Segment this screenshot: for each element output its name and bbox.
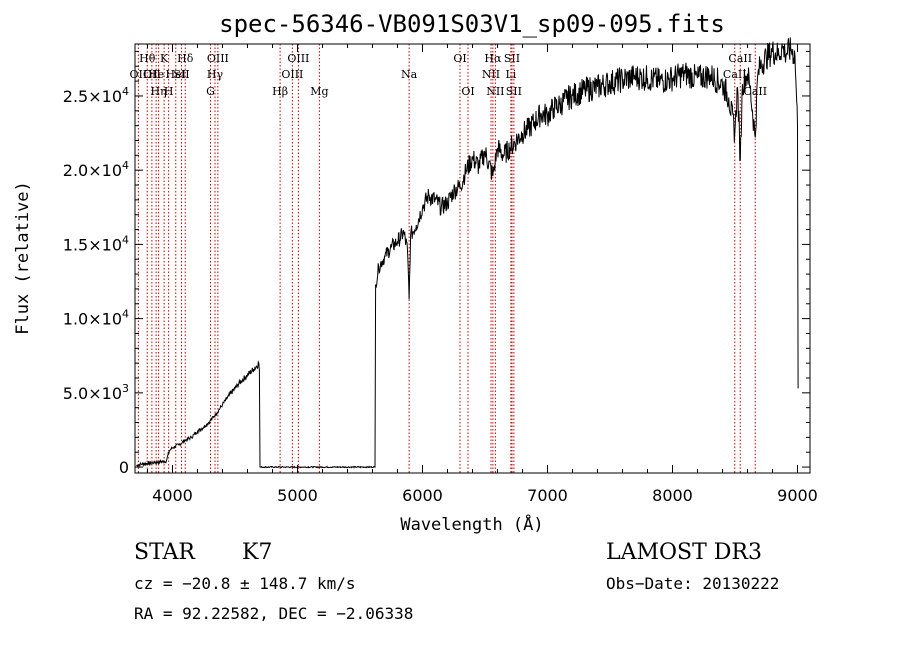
line-marker-label: OIII [207,52,229,65]
y-tick-label: 2.5×104 [63,85,129,106]
plot-frame [134,43,811,474]
line-marker-label: Hδ [177,52,194,65]
spectrum-series-line [136,37,799,469]
y-tick-label: 0 [119,458,129,477]
y-tick-label: 2.0×104 [63,159,129,180]
object-subclass: K7 [242,540,272,565]
line-marker-label: NII [482,68,500,81]
object-class: STAR [134,540,196,565]
line-marker-label: OIII [287,52,309,65]
line-marker-label: SII [506,85,522,98]
x-tick-label: 4000 [152,486,193,505]
line-marker-label: Hβ [272,85,288,98]
sky-coordinates: RA = 92.22582, DEC = −2.06338 [134,604,413,623]
chart-title: spec-56346-VB091S03V1_sp09-095.fits [219,10,725,38]
line-marker-label: He [148,68,164,81]
line-marker-label: CaII [723,68,747,81]
line-marker-label: NII [486,85,504,98]
survey-name: LAMOST DR3 [606,540,762,565]
line-marker-label: Hα [484,52,502,65]
line-marker-label: Mg [310,85,328,98]
y-tick-label: 1.0×104 [63,308,129,329]
line-marker-label: OII [143,68,161,81]
y-tick-label: 1.5×104 [63,233,129,254]
line-marker-label: Li [505,68,516,81]
line-marker-label: HeI [166,68,186,81]
x-tick-label: 6000 [402,486,443,505]
line-marker-label: OI [461,85,474,98]
line-marker-label: H [164,85,174,98]
line-marker-label: SII [173,68,189,81]
line-marker-label: OIII [281,68,303,81]
line-marker-label: Hγ [207,68,224,81]
y-tick-label: 5.0×103 [63,382,129,403]
x-tick-label: 5000 [277,486,318,505]
line-marker-label: OII [130,68,148,81]
line-marker-label: SII [504,52,520,65]
x-tick-label: 7000 [527,486,568,505]
x-axis-ticks: 4000 5000 6000 7000 8000 9000 [147,44,818,505]
line-marker-label: Hη [151,85,167,98]
x-axis-label: Wavelength (Å) [400,513,543,535]
spectral-line-markers: OIIHθOIIHeHηKHHeISIIHδGHγOIIIHβOIIIOIIIM… [130,44,767,473]
observation-date: Obs−Date: 20130222 [606,574,779,593]
x-tick-label: 9000 [777,486,818,505]
y-axis-label: Flux (relative) [13,181,33,335]
line-marker-label: Na [401,68,418,81]
line-marker-label: CaII [743,85,767,98]
line-marker-label: Hθ [139,52,156,65]
line-marker-label: CaII [728,52,752,65]
redshift-velocity: cz = −20.8 ± 148.7 km/s [134,574,356,593]
line-marker-label: G [206,85,215,98]
line-marker-label: K [160,52,169,65]
line-marker-label: OI [453,52,466,65]
x-tick-label: 8000 [652,486,693,505]
y-axis-ticks: 0 5.0×103 1.0×104 1.5×104 2.0×104 2.5×104 [63,50,810,477]
